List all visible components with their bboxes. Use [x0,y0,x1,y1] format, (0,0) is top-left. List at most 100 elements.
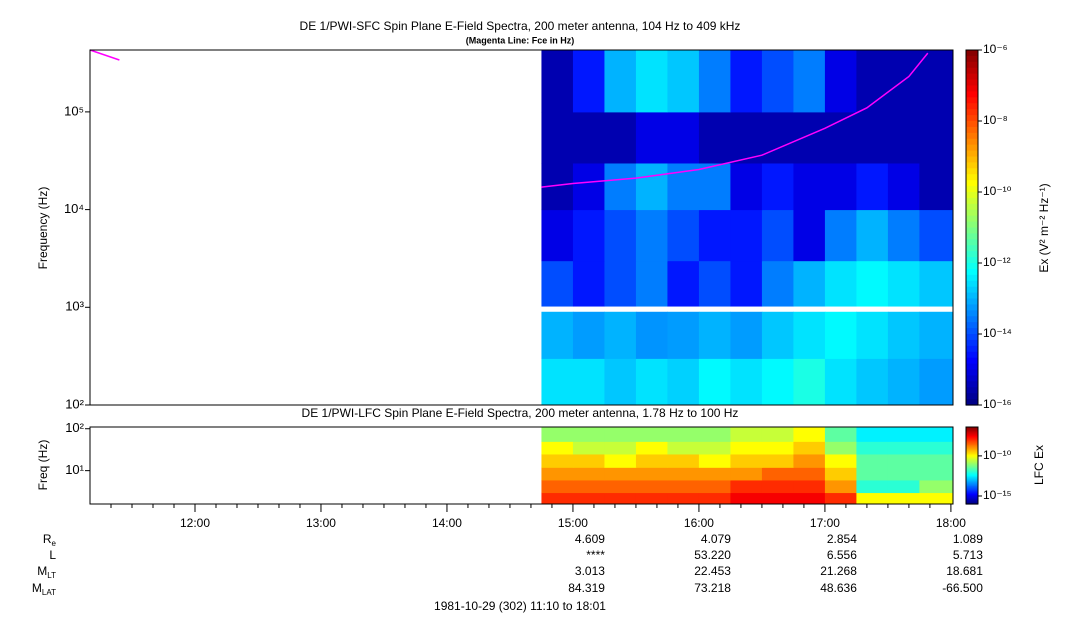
ephemeris-value: 84.319 [568,581,605,595]
colorbar-segment [966,132,978,140]
heatmap-cell [635,453,668,468]
heatmap-cell [887,209,920,262]
heatmap-cell [604,479,637,494]
heatmap-cell [856,427,889,442]
heatmap-cell [698,260,731,307]
heatmap-cell [824,479,857,494]
colorbar-segment [966,192,978,199]
heatmap-cell [887,111,920,164]
colorbar-segment [966,448,978,451]
colorbar-segment [966,427,978,429]
colorbar-segment [966,209,978,217]
heatmap-cell [793,358,826,406]
colorbar-segment [966,79,978,87]
heatmap-cell [667,441,700,455]
heatmap-cell [667,427,700,442]
colorbar-segment [966,486,978,488]
colorbar-segment [966,50,978,57]
heatmap-cell [824,260,857,307]
x-tick-label: 17:00 [810,516,840,530]
colorbar-segment [966,180,978,187]
colorbar-segment [966,61,978,69]
ephemeris-label-sub: LT [47,571,56,580]
colorbar-segment [966,482,978,485]
colorbar-segment [966,434,978,437]
ephemeris-value: 1.089 [953,532,983,546]
heatmap-cell [604,453,637,468]
heatmap-cell [856,162,889,211]
heatmap-cell [572,260,605,307]
heatmap-cell [572,162,605,211]
heatmap-cell [856,358,889,406]
colorbar-segment [966,257,978,264]
heatmap-cell [572,209,605,262]
heatmap-cell [541,427,574,442]
heatmap-cell [572,358,605,406]
colorbar-segment [966,138,978,146]
colorbar-segment [966,497,978,500]
heatmap-cell [887,427,920,442]
colorbar-segment [966,304,978,311]
colorbar-segment [966,442,978,445]
ephemeris-label-sub: e [52,539,57,548]
heatmap-cell [824,50,857,113]
colorbar-segment [966,375,978,382]
colorbar-segment [966,115,978,122]
heatmap-cell [761,479,794,494]
colorbar-segment [966,268,978,276]
colorbar-segment [966,363,978,371]
colorbar-segment [966,500,978,503]
heatmap-cell [667,111,700,164]
heatmap-cell [635,358,668,406]
colorbar-segment [966,109,978,116]
colorbar-segment [966,474,978,477]
ephemeris-value: 6.556 [827,548,857,562]
colorbar-segment [966,387,978,394]
colorbar-segment [966,477,978,479]
colorbar-segment [966,441,978,443]
colorbar-segment [966,478,978,481]
colorbar-segment [966,174,978,181]
y-axis-label: Frequency (Hz) [36,187,50,270]
heatmap-cell [887,50,920,113]
heatmap-cell [572,492,605,505]
colorbar-segment [966,292,978,300]
heatmap-cell [919,492,954,505]
chart-subtitle: (Magenta Line: Fce in Hz) [466,35,575,45]
colorbar-segment [966,438,978,441]
heatmap-cell [730,427,763,442]
heatmap-cell [793,492,826,505]
heatmap-cell [761,209,794,262]
ephemeris-value: 18.681 [946,564,983,578]
colorbar-segment [966,203,978,211]
heatmap-cell [824,311,857,359]
heatmap-cell [604,162,637,211]
colorbar-segment [966,429,978,432]
heatmap-cell [919,441,954,455]
colorbar-segment [966,339,978,347]
heatmap-cell [761,492,794,505]
ephemeris-value: -66.500 [942,581,983,595]
heatmap-cell [856,260,889,307]
heatmap-cell [793,311,826,359]
ephemeris-value: 73.218 [694,581,731,595]
heatmap-cell [604,427,637,442]
heatmap-cell [604,358,637,406]
colorbar-segment [966,381,978,388]
heatmap-cell [698,467,731,481]
heatmap-cell [604,492,637,505]
colorbar-tick-label: 10⁻⁶ [983,42,1008,56]
colorbar-segment [966,280,978,288]
heatmap-cell [761,311,794,359]
y-tick-label: 10² [65,396,84,411]
heatmap-cell [698,427,731,442]
heatmap-cell [604,311,637,359]
colorbar-segment [966,286,978,294]
colorbar-segment [966,334,978,341]
heatmap-cell [541,467,574,481]
colorbar-segment [966,97,978,104]
colorbar-segment [966,437,978,440]
ephemeris-label-name: M [37,564,47,578]
heatmap-cell [919,479,954,494]
colorbar-segment [966,489,978,492]
